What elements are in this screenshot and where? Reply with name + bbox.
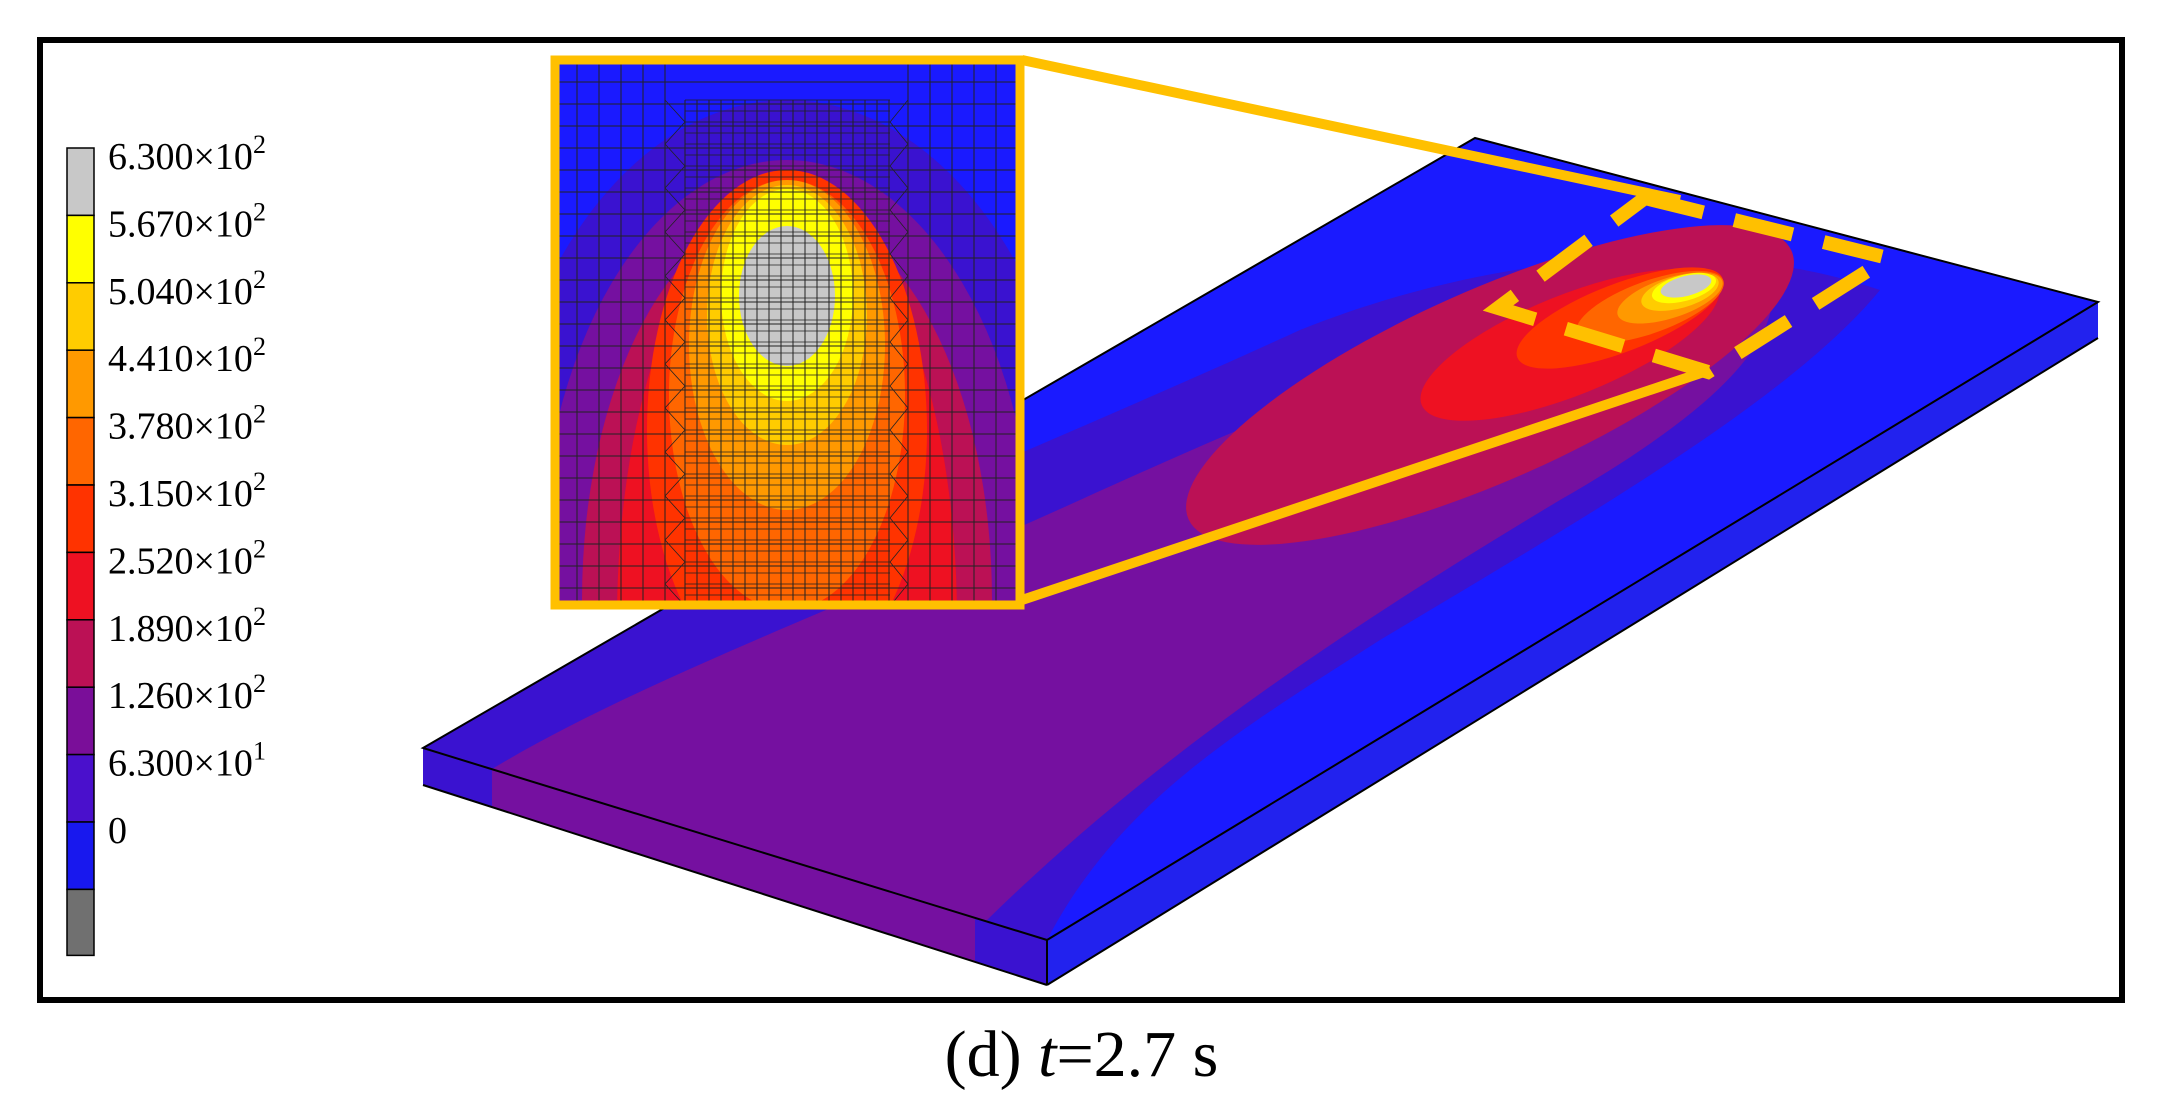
legend-label: 4.410×102 — [108, 332, 266, 380]
legend-swatch — [66, 214, 95, 284]
legend-labels: 6.300×102 5.670×102 5.040×102 4.410×102 3.78… — [108, 130, 266, 852]
figure-caption: (d) t=2.7 s — [0, 1015, 2163, 1095]
legend-swatch — [66, 416, 95, 486]
zoom-callout — [1020, 55, 1906, 605]
legend-label: 6.300×102 — [108, 130, 266, 178]
legend-label: 3.780×102 — [108, 400, 266, 448]
inset-molten-pool — [739, 226, 835, 366]
legend-label: 3.150×102 — [108, 467, 266, 515]
color-legend: 6.300×102 5.670×102 5.040×102 4.410×102 3.78… — [66, 130, 266, 957]
plate-front-face — [423, 748, 1047, 985]
caption-prefix: (d) — [944, 1018, 1039, 1091]
legend-label: 1.260×102 — [108, 669, 266, 717]
legend-swatch — [66, 282, 95, 351]
contour-band-630 — [1660, 274, 1712, 298]
legend-label: 6.300×101 — [108, 737, 266, 785]
legend-swatch — [66, 349, 95, 419]
legend-swatch — [66, 147, 95, 217]
callout-line-bottom — [1020, 365, 1712, 605]
callout-line-top — [1020, 55, 1682, 205]
legend-label: 0 — [108, 810, 127, 852]
caption-variable: t — [1038, 1018, 1057, 1091]
inset-mesh — [555, 60, 1020, 605]
legend-label: 1.890×102 — [108, 602, 266, 650]
plate-right-face — [1047, 302, 2098, 985]
legend-label: 5.040×102 — [108, 265, 266, 313]
inset-border — [550, 55, 1025, 610]
plate-front-face-left-cold — [423, 748, 492, 807]
legend-swatch-below-range — [66, 888, 95, 957]
legend-swatch — [66, 753, 95, 823]
legend-swatch — [66, 686, 95, 756]
caption-suffix: =2.7 s — [1056, 1018, 1219, 1091]
legend-label: 2.520×102 — [108, 534, 266, 582]
legend-swatch — [66, 484, 95, 554]
legend-swatch — [66, 551, 95, 621]
legend-swatch — [66, 821, 95, 891]
legend-swatches — [66, 147, 95, 957]
legend-label: 5.670×102 — [108, 197, 266, 245]
zoom-inset — [550, 55, 1025, 610]
legend-swatch — [66, 619, 95, 688]
zoom-region-dashed-box — [1482, 190, 1906, 380]
plate-model — [420, 136, 2101, 986]
